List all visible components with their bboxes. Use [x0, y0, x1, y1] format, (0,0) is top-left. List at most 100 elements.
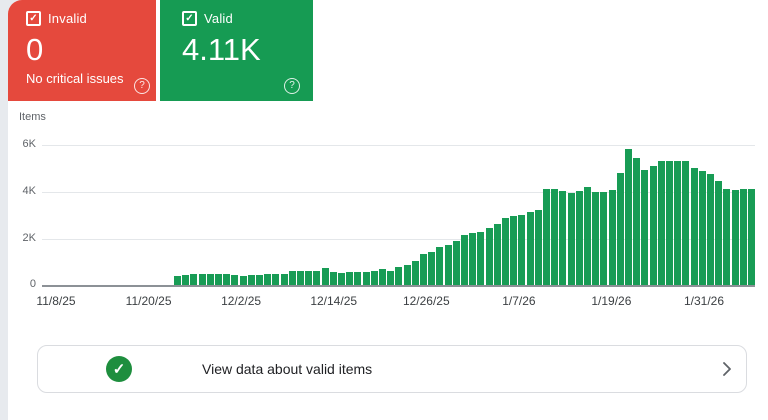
valid-count: 4.11K — [182, 32, 261, 67]
view-valid-items-card[interactable]: ✓ View data about valid items — [37, 345, 747, 393]
chart-bar — [264, 274, 272, 286]
chart-bar — [502, 217, 509, 286]
chart-bar — [592, 191, 600, 286]
x-tick-label: 12/26/25 — [402, 294, 450, 308]
chart-bar — [272, 274, 280, 286]
chart-bar — [625, 148, 632, 286]
chart-bar — [444, 244, 452, 286]
invalid-card-label: Invalid — [48, 11, 87, 26]
chart-bar — [518, 215, 526, 286]
chart-bar — [715, 180, 723, 286]
chart-bar — [559, 190, 567, 286]
y-tick-label: 0 — [29, 278, 36, 290]
chart-bar — [370, 270, 378, 286]
chart-bar — [567, 193, 575, 286]
y-tick-label: 6K — [22, 138, 36, 150]
invalid-count: 0 — [26, 32, 44, 67]
chart-bar — [731, 189, 739, 286]
chart-bar — [543, 188, 550, 286]
chart-bar — [247, 274, 255, 286]
chart-bar — [526, 211, 534, 286]
chart-bar — [584, 186, 591, 286]
check-circle-icon: ✓ — [106, 356, 132, 382]
valid-checkbox-icon[interactable]: ✓ — [182, 11, 197, 26]
chart-bar — [395, 267, 403, 286]
chart-bar — [477, 231, 485, 286]
x-tick-label: 1/7/26 — [502, 294, 536, 308]
chart-bar — [534, 210, 542, 286]
chart-bar — [239, 275, 247, 286]
chart-bar — [338, 272, 345, 286]
chart-bar — [387, 270, 395, 286]
chart-bar — [256, 274, 263, 286]
chart-bar — [297, 270, 304, 286]
chart-bar — [723, 188, 731, 286]
chevron-right-icon[interactable] — [722, 362, 732, 376]
invalid-card[interactable]: ✓ Invalid 0 No critical issues ? — [8, 0, 156, 101]
chart-bar — [329, 272, 337, 286]
chart-bar — [182, 275, 190, 286]
chart-bar — [666, 160, 673, 286]
chart-bar — [321, 267, 329, 286]
chart-bar — [493, 223, 501, 286]
chart-bar — [428, 251, 436, 286]
x-tick-label: 11/20/25 — [125, 294, 172, 308]
x-axis-line — [42, 284, 755, 287]
chart-bar — [231, 275, 239, 286]
chart-bar — [674, 160, 682, 286]
help-icon[interactable]: ? — [284, 78, 300, 94]
chart-bar — [190, 274, 198, 286]
view-valid-items-label: View data about valid items — [202, 361, 373, 377]
x-tick-label: 12/2/25 — [221, 294, 262, 308]
invalid-subtext: No critical issues — [26, 71, 124, 86]
chart-bar — [698, 170, 706, 286]
y-tick-label: 2K — [22, 232, 36, 244]
chart-bar — [420, 253, 427, 286]
chart-bar — [354, 272, 362, 286]
chart-bar — [469, 232, 477, 286]
chart-bar — [748, 189, 755, 286]
chart-bar — [411, 261, 419, 286]
chart-bar — [551, 188, 559, 286]
y-tick-label: 4K — [22, 185, 36, 197]
chart-bar — [649, 166, 657, 286]
valid-card[interactable]: ✓ Valid 4.11K ? — [160, 0, 313, 101]
chart-bar — [362, 272, 370, 286]
chart-bar — [616, 173, 624, 286]
chart-bar — [223, 273, 231, 286]
chart-bar — [305, 270, 313, 286]
chart-bar — [313, 270, 321, 286]
chart-bar — [436, 247, 444, 286]
chart-bar — [641, 169, 649, 286]
chart-bar — [215, 273, 222, 286]
chart-bar — [633, 158, 641, 286]
x-tick-label: 11/8/25 — [36, 294, 76, 308]
gridline-6k — [42, 145, 755, 146]
chart-bar — [198, 274, 206, 286]
invalid-checkbox-icon[interactable]: ✓ — [26, 11, 41, 26]
chart-bar — [600, 192, 608, 286]
gridline-2k — [42, 239, 755, 240]
chart-bar — [485, 227, 493, 286]
gridline-4k — [42, 192, 755, 193]
chart-bar — [206, 273, 214, 286]
chart-bar — [346, 272, 354, 286]
chart-bar — [174, 275, 181, 286]
chart-bar — [461, 235, 468, 286]
chart-bar — [288, 270, 296, 286]
help-icon[interactable]: ? — [134, 78, 150, 94]
chart-bar — [608, 189, 616, 286]
x-tick-label: 1/31/26 — [683, 294, 725, 308]
x-tick-label: 12/14/25 — [310, 294, 358, 308]
chart-bar — [379, 268, 386, 286]
chart-bar — [452, 241, 460, 286]
chart-bar — [575, 190, 583, 286]
chart-bar — [707, 174, 714, 286]
x-tick-label: 1/19/26 — [591, 294, 632, 308]
valid-card-label: Valid — [204, 11, 233, 26]
chart-bar — [682, 161, 690, 286]
chart-bar — [280, 274, 288, 286]
chart-bar — [739, 188, 747, 286]
chart-bar — [403, 264, 411, 286]
chart-axis-title: Items — [19, 111, 46, 123]
